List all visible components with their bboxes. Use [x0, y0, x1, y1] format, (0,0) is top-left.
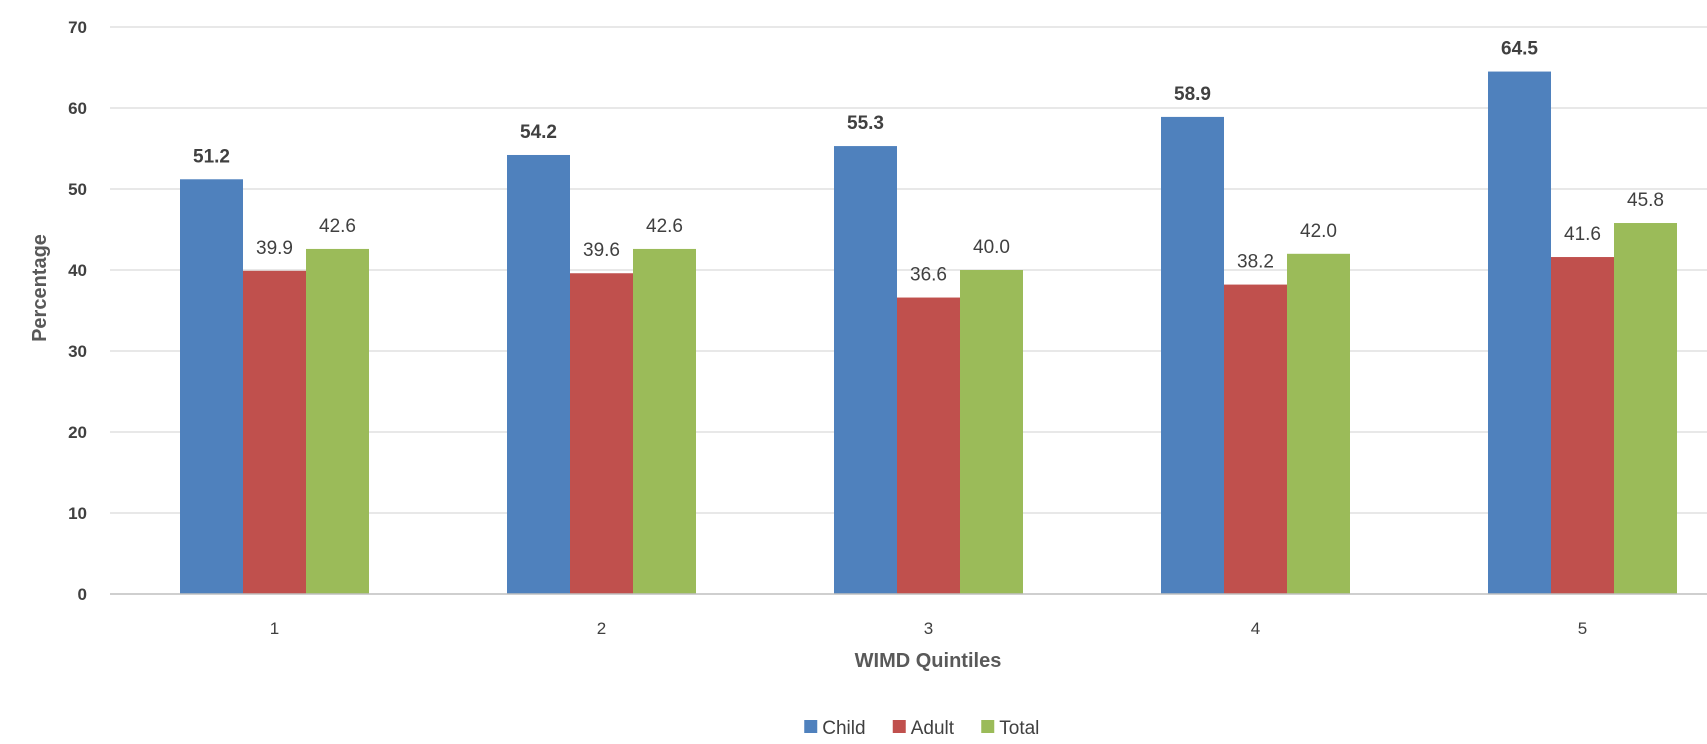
bar-total — [960, 270, 1023, 594]
data-label-adult: 36.6 — [910, 265, 947, 286]
data-label-adult: 39.9 — [256, 238, 293, 259]
data-label-total: 42.0 — [1300, 221, 1337, 242]
axes: Percentage WIMD Quintiles 0 10 20 30 40 50 60 7… — [29, 18, 1707, 672]
bar-child — [834, 146, 897, 594]
data-label-child: 51.2 — [193, 146, 230, 167]
legend: Child Adult Total — [804, 718, 1039, 739]
bar-total — [633, 248, 696, 594]
legend-label-adult: Adult — [911, 718, 955, 739]
y-tick-label: 30 — [68, 342, 87, 361]
data-label-total: 40.0 — [973, 237, 1010, 258]
bars — [180, 71, 1677, 595]
data-labels: 51.2 39.9 42.6 54.2 39.6 42.6 55.3 36.6 40.0 58.9… — [193, 39, 1664, 286]
bar-adult — [1224, 284, 1287, 594]
bar-total — [306, 248, 369, 594]
y-tick-label: 40 — [68, 261, 87, 280]
data-label-child: 55.3 — [847, 113, 884, 134]
legend-swatch-adult — [892, 720, 906, 733]
data-label-adult: 41.6 — [1564, 224, 1601, 245]
data-label-total: 45.8 — [1627, 190, 1664, 211]
x-tick-label: 4 — [1251, 619, 1260, 638]
bar-total — [1614, 223, 1677, 594]
data-label-child: 64.5 — [1501, 39, 1538, 60]
legend-swatch-child — [804, 720, 818, 733]
x-axis-title: WIMD Quintiles — [855, 650, 1002, 672]
data-label-child: 54.2 — [520, 122, 557, 143]
x-tick-label: 1 — [270, 619, 279, 638]
data-label-adult: 38.2 — [1237, 252, 1274, 273]
legend-label-total: Total — [999, 718, 1039, 739]
bar-adult — [243, 270, 306, 594]
legend-label-child: Child — [822, 718, 865, 739]
bar-child — [1161, 116, 1224, 594]
bar-child — [180, 179, 243, 594]
data-label-total: 42.6 — [319, 216, 356, 237]
x-tick-label: 5 — [1578, 619, 1587, 638]
x-tick-label: 2 — [597, 619, 606, 638]
bar-adult — [897, 297, 960, 594]
data-label-adult: 39.6 — [583, 240, 620, 261]
y-tick-label: 50 — [68, 180, 87, 199]
x-tick-label: 3 — [924, 619, 933, 638]
y-tick-label: 20 — [68, 423, 87, 442]
bar-adult — [1551, 257, 1614, 594]
data-label-total: 42.6 — [646, 216, 683, 237]
bar-child — [1488, 71, 1551, 595]
bar-adult — [570, 273, 633, 594]
y-axis-title: Percentage — [29, 234, 51, 342]
y-tick-label: 70 — [68, 18, 87, 37]
bar-total — [1287, 253, 1350, 595]
y-tick-label: 0 — [78, 585, 87, 604]
legend-swatch-total — [981, 720, 995, 733]
bar-child — [507, 154, 570, 595]
y-tick-label: 10 — [68, 504, 87, 523]
y-tick-label: 60 — [68, 99, 87, 118]
data-label-child: 58.9 — [1174, 84, 1211, 105]
